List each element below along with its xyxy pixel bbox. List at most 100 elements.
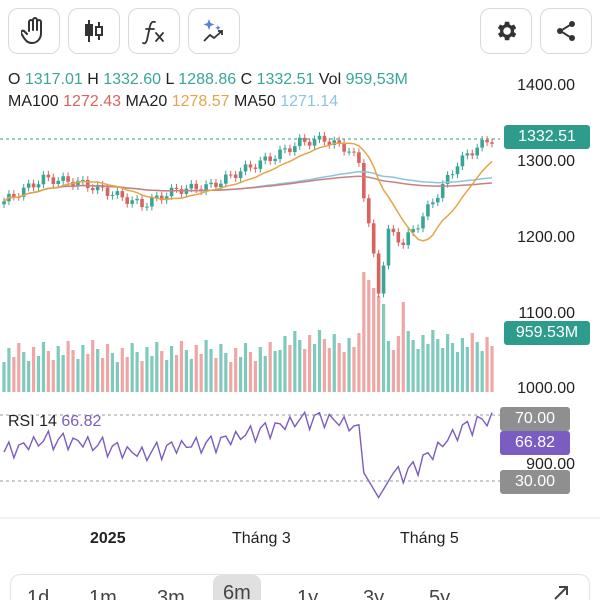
candle-body xyxy=(352,151,356,153)
volume-bar xyxy=(145,347,149,392)
candle-body xyxy=(293,146,297,153)
price-axis-label: 900.00 xyxy=(526,456,575,473)
volume-bar xyxy=(155,342,159,392)
candle-body xyxy=(435,197,440,203)
volume-bar xyxy=(441,348,445,392)
candle-body xyxy=(204,184,208,192)
share-button[interactable] xyxy=(540,8,592,54)
candle-body xyxy=(130,200,134,204)
volume-bar xyxy=(243,343,248,392)
tab-5y[interactable]: 5y xyxy=(429,587,451,600)
tab-1y[interactable]: 1y xyxy=(297,587,319,600)
candle-body xyxy=(347,151,351,153)
volume-bar xyxy=(490,346,494,392)
volume-bar xyxy=(81,345,85,392)
volume-bar xyxy=(91,340,95,392)
candle-body xyxy=(322,135,327,142)
volume-bar xyxy=(71,350,75,392)
volume-bar xyxy=(411,340,415,392)
candle-body xyxy=(470,153,475,156)
candle-body xyxy=(485,139,489,143)
volume-bar xyxy=(416,349,420,392)
rsi-current-value: 66.82 xyxy=(61,413,102,430)
candle-body xyxy=(115,191,120,196)
tab-3y[interactable]: 3y xyxy=(363,587,385,600)
volume-bar xyxy=(317,330,322,392)
drawing-hand-button[interactable] xyxy=(8,8,60,54)
volume-bar xyxy=(96,349,100,392)
candle-body xyxy=(273,159,277,162)
volume-bar xyxy=(2,362,6,392)
volume-bar xyxy=(189,359,193,392)
candle-body xyxy=(31,183,36,188)
candle-body xyxy=(16,196,21,198)
candle-body xyxy=(26,183,31,188)
volume-bar xyxy=(263,356,267,392)
volume-bar xyxy=(184,350,188,392)
volume-bar xyxy=(22,352,26,392)
volume-bar xyxy=(130,343,134,392)
range-tabs: 1d 1m 3m 6m 1y 3y 5y xyxy=(10,574,590,600)
candle-body xyxy=(169,187,174,197)
settings-button[interactable] xyxy=(480,8,532,54)
volume-bar xyxy=(46,351,50,392)
chart-type-button[interactable] xyxy=(68,8,120,54)
candle-body xyxy=(490,142,494,144)
candle-body xyxy=(85,179,90,189)
tab-1d[interactable]: 1d xyxy=(27,587,50,600)
candle-body xyxy=(224,174,228,184)
volume-bar xyxy=(7,348,11,392)
volume-bar xyxy=(372,288,376,392)
volume-bar xyxy=(337,343,341,392)
candle-body xyxy=(421,216,425,229)
volume-bar xyxy=(125,357,129,392)
tab-3m[interactable]: 3m xyxy=(157,587,185,600)
volume-bar xyxy=(248,352,253,392)
tab-6m[interactable]: 6m xyxy=(213,575,261,600)
indicators-button[interactable] xyxy=(128,8,180,54)
candle-body xyxy=(120,191,125,198)
volume-bar xyxy=(312,344,317,392)
volume-bar xyxy=(288,345,292,392)
ma20-value: 1278.57 xyxy=(171,93,230,110)
volume-bar xyxy=(268,342,272,392)
volume-bar xyxy=(431,330,435,392)
candle-body xyxy=(46,174,51,178)
ai-analysis-button[interactable] xyxy=(188,8,240,54)
volume-bar xyxy=(347,338,351,392)
candle-body xyxy=(362,162,366,199)
candle-body xyxy=(184,188,189,194)
volume-bar xyxy=(160,351,164,392)
function-fx-icon xyxy=(140,17,168,45)
candle-body xyxy=(21,187,26,197)
volume-bar xyxy=(105,344,110,392)
candle-body xyxy=(357,152,361,163)
expand-arrow-icon[interactable] xyxy=(551,583,571,600)
candle-body xyxy=(263,156,268,161)
tab-1m[interactable]: 1m xyxy=(89,587,117,600)
volume-label: Vol xyxy=(318,71,342,88)
candle-body xyxy=(288,148,292,153)
price-axis-label: 1200.00 xyxy=(517,229,575,246)
volume-bar xyxy=(41,342,46,392)
volume-bar xyxy=(396,336,400,392)
candle-body xyxy=(12,193,16,197)
candle-body xyxy=(371,223,376,254)
candle-body xyxy=(440,183,445,198)
candle-body xyxy=(125,197,130,204)
volume-bar xyxy=(174,355,179,392)
candle-body xyxy=(381,265,386,294)
candle-body xyxy=(150,197,154,207)
price-axis-label: 1300.00 xyxy=(517,153,575,170)
candle-body xyxy=(253,167,258,169)
price-axis-label: 1400.00 xyxy=(517,77,575,94)
volume-bar xyxy=(214,358,218,392)
ma100-value: 1272.43 xyxy=(63,93,121,110)
candle-body xyxy=(164,196,169,201)
candle-body xyxy=(71,181,75,187)
candle-body xyxy=(90,188,95,191)
candle-body xyxy=(342,142,346,152)
volume-bar xyxy=(357,333,361,392)
rsi-label: RSI 14 xyxy=(8,413,57,430)
candle-body xyxy=(426,204,430,217)
